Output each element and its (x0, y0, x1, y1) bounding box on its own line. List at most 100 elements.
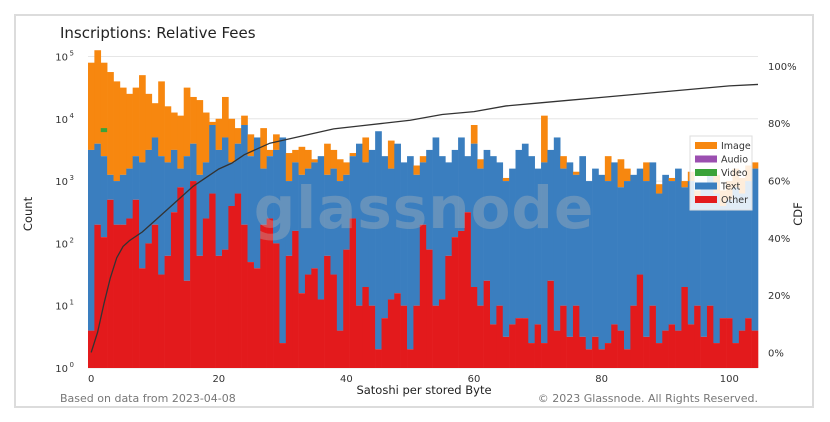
bar-text (279, 137, 287, 344)
copyright-note: © 2023 Glassnode. All Rights Reserved. (538, 392, 758, 405)
bar-image (260, 128, 267, 169)
bar-text (515, 149, 523, 319)
x-tick-label: 80 (595, 374, 608, 385)
bar-text (585, 181, 593, 350)
bar-text (132, 156, 140, 200)
bar-text (381, 156, 389, 319)
bar-other (164, 255, 172, 368)
bar-image (502, 177, 510, 182)
bar-text (113, 181, 121, 225)
bar-other (266, 218, 274, 368)
bar-other (407, 349, 414, 368)
bar-other (515, 318, 523, 368)
bar-text (521, 143, 529, 319)
bar-other (190, 181, 197, 368)
bar-text (451, 149, 459, 238)
y-tick-label: 10 (55, 115, 68, 126)
legend-label-text: Text (720, 182, 740, 193)
bar-other (611, 324, 618, 368)
bar-other (298, 293, 306, 368)
bar-image (477, 159, 484, 169)
bar-text (343, 174, 350, 250)
bar-other (572, 305, 580, 368)
bar-other (496, 305, 504, 368)
bar-text (285, 181, 293, 256)
bar-image (177, 115, 185, 169)
bar-text (387, 168, 395, 300)
bar-text (190, 143, 197, 182)
bar-image (311, 159, 319, 163)
bar-other (400, 305, 408, 368)
bar-text (183, 156, 191, 281)
bar-text (292, 162, 299, 231)
bar-other (732, 343, 740, 368)
bar-text (400, 162, 408, 306)
bar-text (464, 156, 472, 213)
bar-other (94, 224, 102, 368)
bar-text (100, 156, 108, 238)
bar-other (260, 224, 267, 368)
bar-other (751, 330, 759, 368)
bar-other (655, 343, 663, 368)
plot-area (88, 50, 759, 369)
bar-text (681, 187, 689, 287)
bar-text (502, 181, 510, 337)
chart-title: Inscriptions: Relative Fees (60, 24, 256, 42)
bar-image (196, 100, 204, 175)
x-tick-label: 20 (212, 374, 225, 385)
bar-other (662, 330, 669, 368)
bar-image (202, 112, 210, 163)
bar-other (292, 230, 299, 368)
y-tick-label: 10 (55, 364, 68, 375)
legend-swatch-text (695, 182, 717, 190)
bar-other (713, 343, 721, 368)
bar-other (706, 305, 714, 368)
bar-text (560, 168, 567, 306)
bar-text (260, 168, 267, 225)
bar-other (547, 280, 555, 368)
bar-image (751, 162, 759, 169)
bar-other (553, 330, 561, 368)
bar-other (681, 287, 689, 368)
y2-tick-label: 0% (768, 348, 784, 359)
bar-other (483, 280, 491, 368)
x-tick-label: 60 (468, 374, 481, 385)
bar-text (253, 137, 261, 269)
bar-text (375, 131, 382, 350)
bar-other (311, 268, 319, 368)
bar-other (560, 305, 567, 368)
bar-text (483, 149, 491, 281)
y-tick-label: 10 (55, 177, 68, 188)
bar-text (362, 162, 370, 287)
legend-label-image: Image (721, 141, 751, 152)
bar-text (228, 162, 236, 206)
bar-image (107, 72, 114, 175)
bar-other (158, 274, 165, 368)
bar-image (419, 156, 427, 163)
bar-other (119, 224, 127, 368)
bar-text (719, 206, 727, 319)
legend-swatch-image (695, 142, 717, 149)
bar-text (209, 125, 216, 194)
bar-other (636, 274, 644, 368)
bar-text (598, 174, 606, 350)
bar-image (190, 96, 197, 144)
bar-text (662, 174, 669, 331)
bar-image (292, 149, 299, 163)
bar-text (700, 187, 708, 337)
bar-text (349, 156, 357, 219)
bar-text (726, 199, 733, 319)
bar-text (445, 162, 453, 256)
bar-image (285, 153, 293, 182)
bar-image (560, 156, 567, 169)
bar-other (222, 249, 229, 368)
bar-other (438, 299, 446, 368)
bar-image (343, 162, 350, 175)
bar-other (668, 324, 676, 368)
bar-other (413, 305, 421, 368)
bar-text (126, 168, 133, 219)
bar-other (113, 224, 121, 368)
bar-other (470, 287, 478, 368)
bar-text (579, 156, 587, 337)
